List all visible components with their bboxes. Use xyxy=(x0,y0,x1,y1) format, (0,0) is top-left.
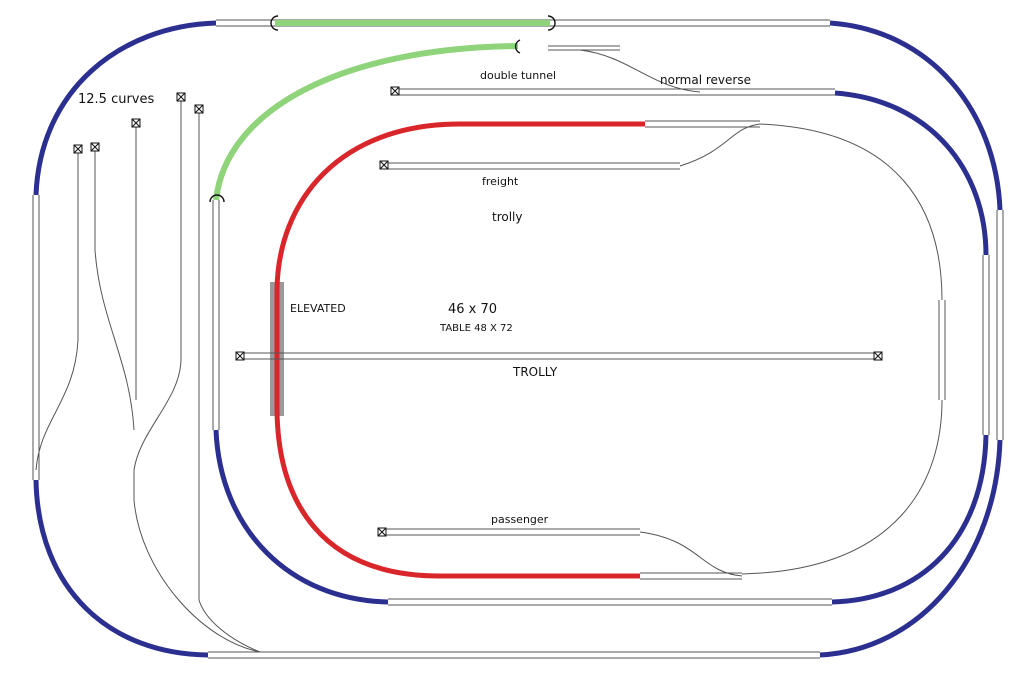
second-loop xyxy=(212,90,990,606)
label-elevated: ELEVATED xyxy=(290,302,346,315)
bumper-icon-yard-2 xyxy=(90,142,100,152)
label-passenger: passenger xyxy=(491,513,549,526)
label-curves: 12.5 curves xyxy=(78,92,155,107)
bumper-icon-freight xyxy=(379,160,389,170)
outer-loop-straights xyxy=(32,19,1004,659)
label-normal-reverse: normal reverse xyxy=(660,73,751,87)
bumper-icon-trolly-west xyxy=(235,351,245,361)
bumper-icons xyxy=(73,86,883,537)
bumper-icon-trolly-east xyxy=(873,351,883,361)
bumper-icon-double-tunnel xyxy=(390,86,400,96)
label-freight: freight xyxy=(482,175,519,188)
second-loop-straights xyxy=(212,200,990,606)
second-loop-curves xyxy=(213,90,989,605)
bumper-icon-passenger xyxy=(377,527,387,537)
label-trolly-lower: TROLLY xyxy=(512,365,558,379)
bumper-icon-yard-5 xyxy=(194,104,204,114)
outer-loop xyxy=(32,19,1004,659)
elevated-loop xyxy=(270,120,946,580)
label-size: 46 x 70 xyxy=(448,302,497,317)
label-double-tunnel: double tunnel xyxy=(480,69,556,82)
outer-loop-curves xyxy=(33,20,1003,658)
bumper-icon-yard-3 xyxy=(131,118,141,128)
sidings xyxy=(35,49,878,653)
bumper-icon-yard-1 xyxy=(73,144,83,154)
elevated-loop-track xyxy=(640,120,946,580)
label-trolly-upper: trolly xyxy=(492,210,523,224)
tunnel-track xyxy=(209,15,620,203)
tunnel-portal-icons xyxy=(209,15,556,203)
label-table: TABLE 48 X 72 xyxy=(439,323,513,334)
bumper-icon-yard-4 xyxy=(176,92,186,102)
